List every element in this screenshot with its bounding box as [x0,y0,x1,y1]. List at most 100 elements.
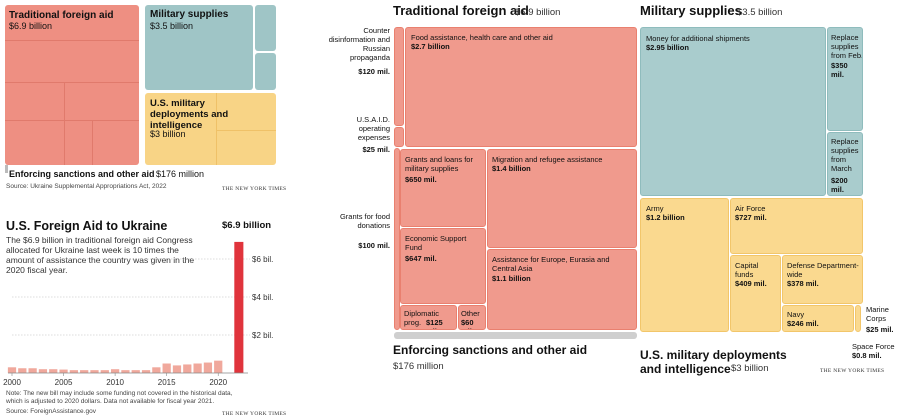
tile-replace-feb: Replace supplies from Feb. $350 mil. [827,27,863,131]
defense-label: Defense Department-wide [787,261,859,279]
bar [38,369,48,373]
tile-europe: Assistance for Europe, Eurasia and Centr… [487,249,637,330]
navy-label: Navy [787,310,805,319]
army-label: Army [646,204,664,213]
x-tick-label: 2010 [106,378,124,387]
bar-description: The $6.9 billion in traditional foreign … [6,235,195,275]
tile-grants-food [394,148,400,330]
big-deployments-label-2: and intelligence [640,362,731,376]
navy-value: $246 mil. [787,319,819,328]
small-source: Source: Ukraine Supplemental Appropriati… [6,183,167,190]
bar [7,367,17,373]
bar-credit: THE NEW YORK TIMES [222,411,287,417]
left-label-grants-food: Grants for food donations [339,212,390,230]
bar [203,362,213,373]
bar-2022 [234,241,244,373]
defense-value: $378 mil. [787,279,819,288]
bar [110,369,120,373]
left-value-grants-food: $100 mil. [358,241,390,250]
left-label-counter: Counter disinformation and Russian propa… [328,26,390,62]
airforce-value: $727 mil. [735,213,767,222]
y-tick-label: $6 bil. [252,255,273,264]
small-deployments-label: U.S. military deployments and intelligen… [150,98,229,131]
small-tile-divider [64,82,65,165]
small-traditional-value: $6.9 billion [9,21,53,31]
europe-value: $1.1 billion [492,274,531,283]
bar [18,368,27,373]
bar [90,370,99,373]
small-sanctions-label: Enforcing sanctions and other aid [9,169,155,179]
tile-diplomatic: Diplomatic prog. $125 mil. [400,305,457,330]
bar [69,370,78,373]
small-tile-traditional [5,5,139,165]
tile-capital-funds: Capital funds $409 mil. [730,255,781,332]
replace-march-value: $200 mil. [831,176,848,194]
big-credit: THE NEW YORK TIMES [820,368,885,374]
other-value: $60 mil. [461,318,474,329]
tile-replace-march: Replace supplies from March $200 mil. [827,132,863,196]
small-deployments-value: $3 billion [150,129,186,139]
bar [141,370,151,373]
replace-feb-label: Replace supplies from Feb. [831,33,863,60]
tile-airforce: Air Force $727 mil. [730,198,863,254]
bar [172,365,182,373]
small-military-value: $3.5 billion [150,21,194,31]
big-deployments-value: $3 billion [731,363,769,374]
tile-food-assistance: Food assistance, health care and other a… [405,27,637,147]
tile-esf: Economic Support Fund $647 mil. [400,228,486,304]
big-military-label: Military supplies [640,3,742,18]
left-value-counter: $120 mil. [358,67,390,76]
replace-feb-value: $350 mil. [831,61,848,79]
capital-label: Capital funds [735,261,759,279]
small-tile-divider [5,40,139,41]
grants-military-value: $650 mil. [405,175,437,184]
tile-defense-wide: Defense Department-wide $378 mil. [782,255,863,304]
bar [152,367,161,373]
tile-usaid [394,127,404,147]
y-tick-label: $4 bil. [252,293,273,302]
big-traditional-value: $6.9 billion [515,7,561,18]
marine-value: $25 mil. [866,325,894,334]
big-sanctions-value: $176 million [393,361,444,372]
tile-army: Army $1.2 billion [640,198,729,332]
other-label: Other [461,309,480,318]
small-tile-deployments [145,93,276,165]
esf-label: Economic Support Fund [405,234,467,252]
small-tile-military [145,5,253,90]
food-label: Food assistance, health care and other a… [411,33,553,42]
bar-source: Source: ForeignAssistance.gov [6,408,96,415]
big-sanctions-label: Enforcing sanctions and other aid [393,343,588,357]
capital-value: $409 mil. [735,279,767,288]
tile-sanctions [394,332,637,339]
money-value: $2.95 billion [646,43,689,52]
x-tick-label: 2005 [55,378,73,387]
space-label: Space Force [852,342,895,351]
x-tick-label: 2020 [209,378,227,387]
bar [183,364,192,373]
small-military-label: Military supplies [150,9,229,20]
food-value: $2.7 billion [411,42,450,51]
tile-marine-corps [855,305,861,332]
small-sanctions-value: $176 million [156,169,205,179]
small-sanctions-line [5,165,8,173]
bar-chart: $2 bil. $4 bil. $6 bil. 2000 2005 2010 2015 202… [3,241,273,387]
small-tile-military-b [255,5,276,51]
tile-other: Other $60 mil. [458,305,486,330]
bar [131,370,140,373]
big-traditional-label: Traditional foreign aid [393,3,529,18]
small-tile-divider [216,93,217,165]
big-deployments-label-1: U.S. military deployments [640,348,787,362]
tile-counter-disinfo [394,27,404,126]
marine-label: Marine Corps [866,305,889,323]
bar [121,370,130,373]
left-value-usaid: $25 mil. [362,145,390,154]
bar [214,360,223,373]
bar [49,369,58,373]
tile-migration: Migration and refugee assistance $1.4 bi… [487,149,637,248]
bar-title: U.S. Foreign Aid to Ukraine [6,219,168,233]
esf-value: $647 mil. [405,254,437,263]
x-tick-label: 2000 [3,378,21,387]
bar [193,363,202,373]
europe-label: Assistance for Europe, Eurasia and Centr… [492,255,610,273]
small-tile-divider [92,120,93,165]
